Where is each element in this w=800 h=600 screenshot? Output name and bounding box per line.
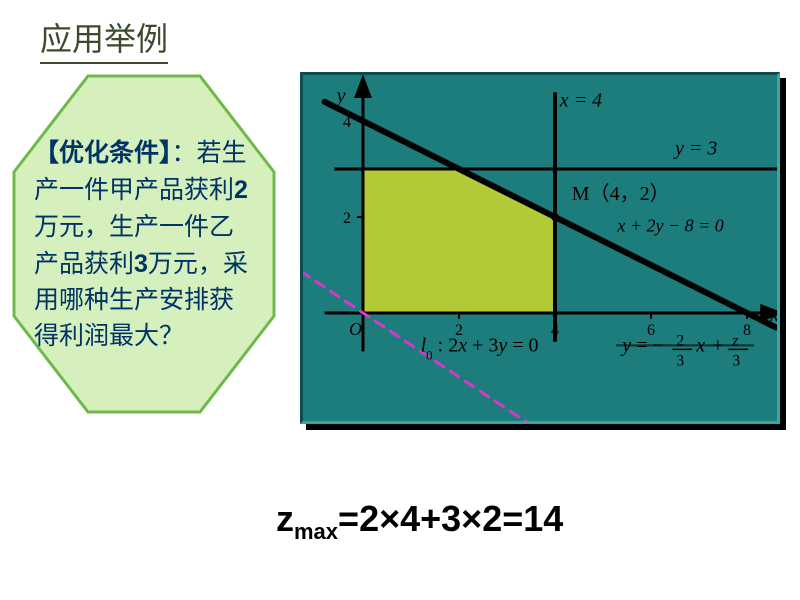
svg-text:3: 3 (732, 352, 740, 369)
problem-octagon: 【优化条件】：若生产一件甲产品获利2万元，生产一件乙产品获利3万元，采用哪种生产… (10, 72, 278, 416)
svg-text:x = 4: x = 4 (559, 90, 602, 112)
svg-text:M（4，2）: M（4，2） (572, 182, 670, 205)
svg-text:8: 8 (743, 322, 751, 339)
svg-text:y: y (335, 85, 346, 107)
svg-text:l0 : 2x + 3y = 0: l0 : 2x + 3y = 0 (421, 334, 539, 362)
svg-text:y = 3: y = 3 (673, 138, 717, 160)
lp-graph: 246824Oxyy = 3x = 4x + 2y − 8 = 0l0 : 2x… (303, 75, 777, 421)
svg-text:3: 3 (676, 352, 684, 369)
problem-text: 【优化条件】：若生产一件甲产品获利2万元，生产一件乙产品获利3万元，采用哪种生产… (34, 136, 252, 356)
slide-title: 应用举例 (40, 14, 168, 64)
graph-panel: 246824Oxyy = 3x = 4x + 2y − 8 = 0l0 : 2x… (300, 72, 780, 424)
zmax-result: zmax=2×4+3×2=14 (276, 498, 563, 545)
svg-text:z: z (731, 332, 739, 349)
svg-text:x + 2y − 8 = 0: x + 2y − 8 = 0 (616, 215, 723, 235)
svg-text:2: 2 (676, 332, 684, 349)
svg-text:2: 2 (343, 210, 351, 227)
problem-heading: 【优化条件】 (34, 140, 172, 167)
svg-text:O: O (349, 319, 362, 339)
